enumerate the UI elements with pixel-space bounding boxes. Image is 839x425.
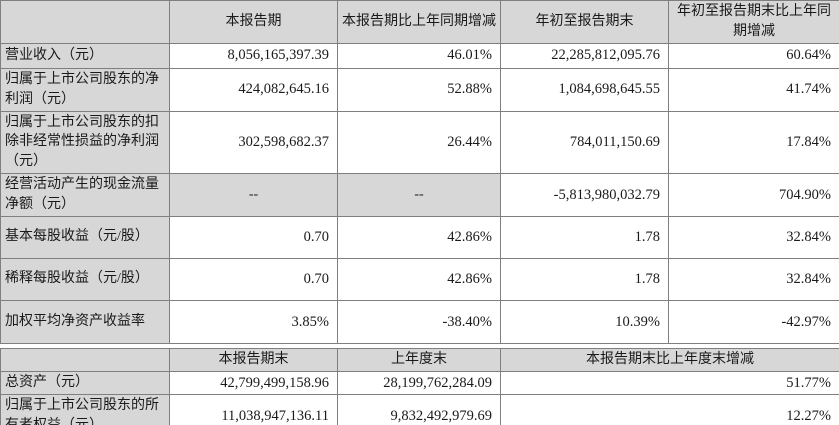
row-label: 归属于上市公司股东的所有者权益（元） [0, 394, 170, 425]
row-label: 归属于上市公司股东的净利润（元） [0, 67, 170, 112]
column-header-yoy-change: 本报告期比上年同期增减 [337, 0, 501, 44]
table-row-net-profit: 归属于上市公司股东的净利润（元） 424,082,645.16 52.88% 1… [0, 67, 839, 112]
cell-value: 26.44% [337, 110, 501, 175]
table-row-diluted-eps: 稀释每股收益（元/股） 0.70 42.86% 1.78 32.84% [0, 257, 839, 301]
row-label: 基本每股收益（元/股） [0, 215, 170, 259]
cell-value: 1,084,698,645.55 [500, 67, 669, 112]
key-financials-table: 本报告期 本报告期比上年同期增减 年初至报告期末 年初至报告期末比上年同期增减 … [0, 0, 839, 344]
cell-value: 424,082,645.16 [169, 67, 338, 112]
cell-value: 22,285,812,095.76 [500, 42, 669, 69]
table-row-total-assets: 总资产（元） 42,799,499,158.96 28,199,762,284.… [0, 370, 839, 396]
corner-cell [0, 0, 170, 44]
corner-cell [0, 347, 170, 372]
table-separator [0, 343, 839, 348]
column-header-ytd-yoy-change: 年初至报告期末比上年同期增减 [668, 0, 839, 44]
column-header-prior-year-end: 上年度末 [337, 347, 501, 372]
cell-value: 12.27% [500, 394, 839, 425]
cell-value: 60.64% [668, 42, 839, 69]
cell-value: 1.78 [500, 257, 669, 301]
cell-value: 9,832,492,979.69 [337, 394, 501, 425]
cell-value: 704.90% [668, 173, 839, 217]
row-label: 营业收入（元） [0, 42, 170, 69]
cell-value: 1.78 [500, 215, 669, 259]
cell-value: 0.70 [169, 215, 338, 259]
table-header-row: 本报告期 本报告期比上年同期增减 年初至报告期末 年初至报告期末比上年同期增减 [0, 0, 839, 44]
cell-value: -38.40% [337, 299, 501, 344]
cell-value: 42.86% [337, 257, 501, 301]
cell-value: 8,056,165,397.39 [169, 42, 338, 69]
row-label: 加权平均净资产收益率 [0, 299, 170, 344]
column-header-change-vs-prior-year-end: 本报告期末比上年度末增减 [500, 347, 839, 372]
cell-value: 28,199,762,284.09 [337, 370, 501, 396]
table-header-row: 本报告期末 上年度末 本报告期末比上年度末增减 [0, 347, 839, 372]
cell-value: 52.88% [337, 67, 501, 112]
cell-value: 42,799,499,158.96 [169, 370, 338, 396]
cell-value: 41.74% [668, 67, 839, 112]
cell-value: 11,038,947,136.11 [169, 394, 338, 425]
column-header-period-end: 本报告期末 [169, 347, 338, 372]
cell-value: 17.84% [668, 110, 839, 175]
column-header-ytd: 年初至报告期末 [500, 0, 669, 44]
row-label: 总资产（元） [0, 370, 170, 396]
cell-value: 32.84% [668, 257, 839, 301]
table-row-net-profit-excl-nonrecurring: 归属于上市公司股东的扣除非经常性损益的净利润（元） 302,598,682.37… [0, 110, 839, 175]
cell-value: 32.84% [668, 215, 839, 259]
table-row-basic-eps: 基本每股收益（元/股） 0.70 42.86% 1.78 32.84% [0, 215, 839, 259]
cell-value: 784,011,150.69 [500, 110, 669, 175]
cell-value: -- [337, 173, 501, 217]
cell-value: 46.01% [337, 42, 501, 69]
cell-value: -- [169, 173, 338, 217]
table-row-operating-cash-flow: 经营活动产生的现金流量净额（元） -- -- -5,813,980,032.79… [0, 173, 839, 217]
cell-value: 42.86% [337, 215, 501, 259]
cell-value: 0.70 [169, 257, 338, 301]
row-label: 稀释每股收益（元/股） [0, 257, 170, 301]
cell-value: -42.97% [668, 299, 839, 344]
cell-value: -5,813,980,032.79 [500, 173, 669, 217]
table-row-revenue: 营业收入（元） 8,056,165,397.39 46.01% 22,285,8… [0, 42, 839, 69]
table-row-shareholders-equity: 归属于上市公司股东的所有者权益（元） 11,038,947,136.11 9,8… [0, 394, 839, 425]
row-label: 归属于上市公司股东的扣除非经常性损益的净利润（元） [0, 110, 170, 175]
cell-value: 3.85% [169, 299, 338, 344]
cell-value: 51.77% [500, 370, 839, 396]
table-row-weighted-avg-roe: 加权平均净资产收益率 3.85% -38.40% 10.39% -42.97% [0, 299, 839, 344]
cell-value: 10.39% [500, 299, 669, 344]
row-label: 经营活动产生的现金流量净额（元） [0, 173, 170, 217]
cell-value: 302,598,682.37 [169, 110, 338, 175]
assets-table: 本报告期末 上年度末 本报告期末比上年度末增减 总资产（元） 42,799,49… [0, 347, 839, 425]
column-header-current-period: 本报告期 [169, 0, 338, 44]
